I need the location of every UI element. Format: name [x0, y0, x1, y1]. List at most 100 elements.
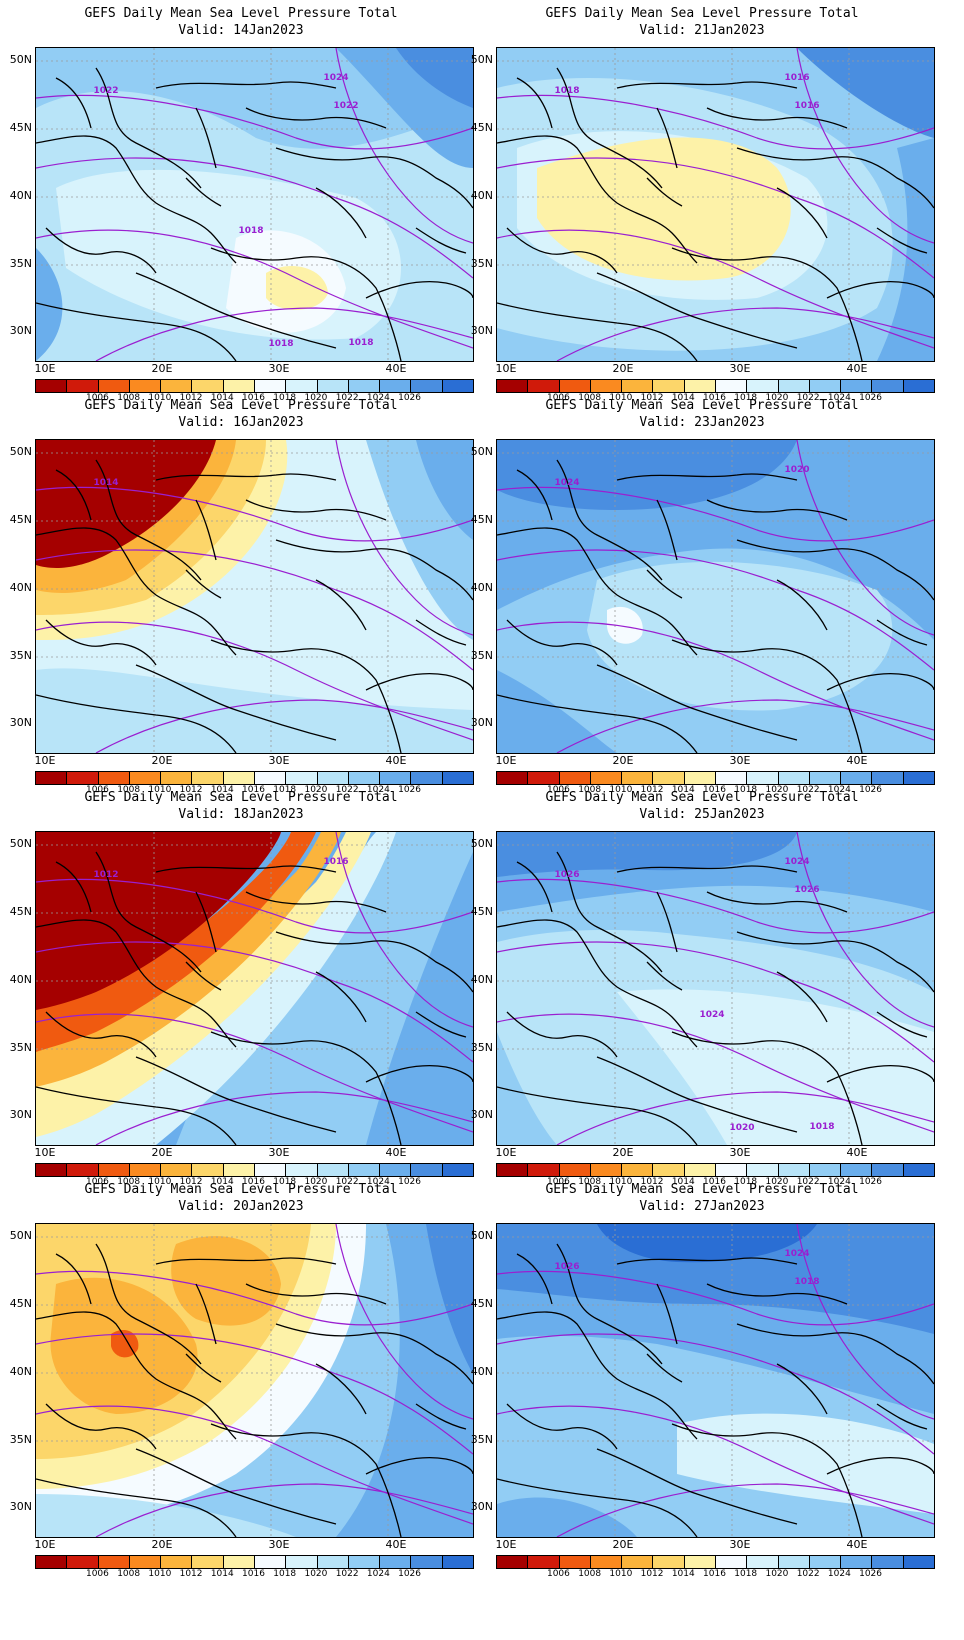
colorbar-tick-label: 1016 — [703, 1177, 726, 1187]
pressure-fill-region — [497, 670, 617, 753]
colorbar-swatch — [348, 1556, 381, 1568]
coastline-border — [195, 107, 217, 169]
coastline-border — [275, 147, 473, 209]
isobar-contour — [335, 440, 473, 636]
colorbar-swatch — [903, 1556, 934, 1568]
lon-tick-label: 40E — [846, 1538, 868, 1551]
coastline-border — [95, 67, 202, 189]
lat-tick-label: 35N — [470, 649, 493, 662]
colorbar-swatch — [411, 1556, 443, 1568]
coastline-border — [195, 499, 217, 561]
colorbar-swatch — [36, 1556, 68, 1568]
lon-tick-label: 30E — [268, 1146, 290, 1159]
lon-tick-label: 10E — [495, 362, 517, 375]
lon-tick-label: 30E — [729, 1538, 751, 1551]
lat-tick-label: 50N — [9, 1229, 32, 1242]
coastline-border — [776, 579, 828, 631]
coastline-border — [245, 499, 387, 521]
colorbar-swatch — [590, 772, 623, 784]
pressure-fill-region — [426, 1224, 473, 1374]
pressure-map: 1022 1024 1022 1018 1018 1018 — [35, 47, 474, 362]
coastline-border — [36, 1478, 237, 1537]
coastline-border — [36, 694, 237, 753]
colorbar-swatch — [223, 1556, 255, 1568]
coastline-border — [210, 247, 402, 361]
coastline-border — [135, 272, 337, 349]
colorbar-swatch — [684, 1164, 716, 1176]
colorbar-swatch — [442, 380, 473, 392]
colorbar-tick-label: 1008 — [578, 1177, 602, 1187]
colorbar-swatch — [348, 380, 381, 392]
panel-title: GEFS Daily Mean Sea Level Pressure Total — [545, 398, 859, 413]
colorbar-swatch — [809, 1556, 842, 1568]
colorbar — [35, 1163, 474, 1177]
colorbar-tick-label: 1006 — [85, 1177, 109, 1187]
colorbar-tick-label: 1006 — [546, 1177, 570, 1187]
colorbar-swatch — [348, 772, 381, 784]
colorbar-swatch — [317, 772, 349, 784]
coastline-border — [36, 527, 237, 656]
colorbar-swatch — [380, 1164, 412, 1176]
colorbar-tick-label: 1010 — [148, 393, 172, 403]
panel-title: GEFS Daily Mean Sea Level Pressure Total — [84, 6, 398, 21]
colorbar-tick-label: 1012 — [640, 393, 664, 403]
coastline-border — [706, 1283, 848, 1305]
colorbar-swatch — [223, 772, 255, 784]
colorbar-tick-label: 1024 — [827, 393, 851, 403]
colorbar-tick-label: 1026 — [859, 785, 883, 795]
colorbar-tick-label: 1018 — [273, 1177, 297, 1187]
lon-tick-label: 30E — [268, 362, 290, 375]
colorbar-swatch — [809, 1164, 842, 1176]
lon-tick-label: 10E — [495, 754, 517, 767]
colorbar-tick-label: 1010 — [148, 1177, 172, 1187]
coastline-border — [365, 673, 473, 691]
colorbar-tick-label: 1018 — [273, 785, 297, 795]
colorbar-tick-label: 1020 — [304, 393, 328, 403]
lon-tick-label: 10E — [495, 1538, 517, 1551]
pressure-field-svg: 1014 — [36, 440, 473, 753]
coastline-border — [516, 77, 553, 129]
colorbar — [35, 1555, 474, 1569]
colorbar-swatch — [747, 380, 779, 392]
map-panel: GEFS Daily Mean Sea Level Pressure Total… — [461, 784, 943, 1194]
coastline-border — [616, 81, 798, 89]
coastline-border — [776, 1363, 828, 1415]
isobar-label: 1020 — [784, 465, 809, 475]
coastline-border — [646, 177, 683, 207]
isobar-label: 1024 — [784, 857, 809, 867]
colorbar-swatch — [380, 380, 412, 392]
colorbar-tick-label: 1022 — [335, 1569, 359, 1579]
colorbar-tick-label: 1016 — [703, 1569, 726, 1579]
coastline-border — [275, 1323, 473, 1385]
lat-tick-label: 45N — [470, 121, 493, 134]
lat-tick-label: 40N — [9, 1365, 32, 1378]
pressure-field-svg: 1026 1024 1018 — [497, 1224, 934, 1537]
colorbar-swatch — [872, 1164, 904, 1176]
coastline-border — [826, 1457, 934, 1475]
lat-tick-label: 35N — [470, 1041, 493, 1054]
coastline-border — [826, 673, 934, 691]
coastline-border — [616, 473, 798, 481]
colorbar-swatch — [872, 772, 904, 784]
colorbar-tick-label: 1010 — [148, 1569, 172, 1579]
pressure-map: 1018 1016 1016 — [496, 47, 935, 362]
coastline-border — [671, 1423, 863, 1537]
colorbar-swatch — [192, 1556, 224, 1568]
colorbar-swatch — [161, 1164, 193, 1176]
lat-tick-label: 40N — [9, 189, 32, 202]
lat-tick-label: 45N — [9, 121, 32, 134]
colorbar-swatch — [528, 1556, 560, 1568]
pressure-fill-region — [607, 606, 643, 644]
coastline-border — [497, 135, 698, 264]
pressure-fill-region — [617, 989, 934, 1145]
coastline-border — [497, 1086, 698, 1145]
coastline-border — [55, 861, 92, 913]
coastline-border — [315, 971, 367, 1023]
colorbar-swatch — [841, 1556, 873, 1568]
pressure-fill-region — [497, 1224, 934, 1334]
colorbar-tick-label: 1024 — [366, 1569, 390, 1579]
pressure-field-svg: 1022 1024 1022 1018 1018 1018 — [36, 48, 473, 361]
colorbar-tick-label: 1010 — [609, 1177, 633, 1187]
isobar-contour — [796, 440, 934, 636]
pressure-map: 1026 1024 1018 — [496, 1223, 935, 1538]
